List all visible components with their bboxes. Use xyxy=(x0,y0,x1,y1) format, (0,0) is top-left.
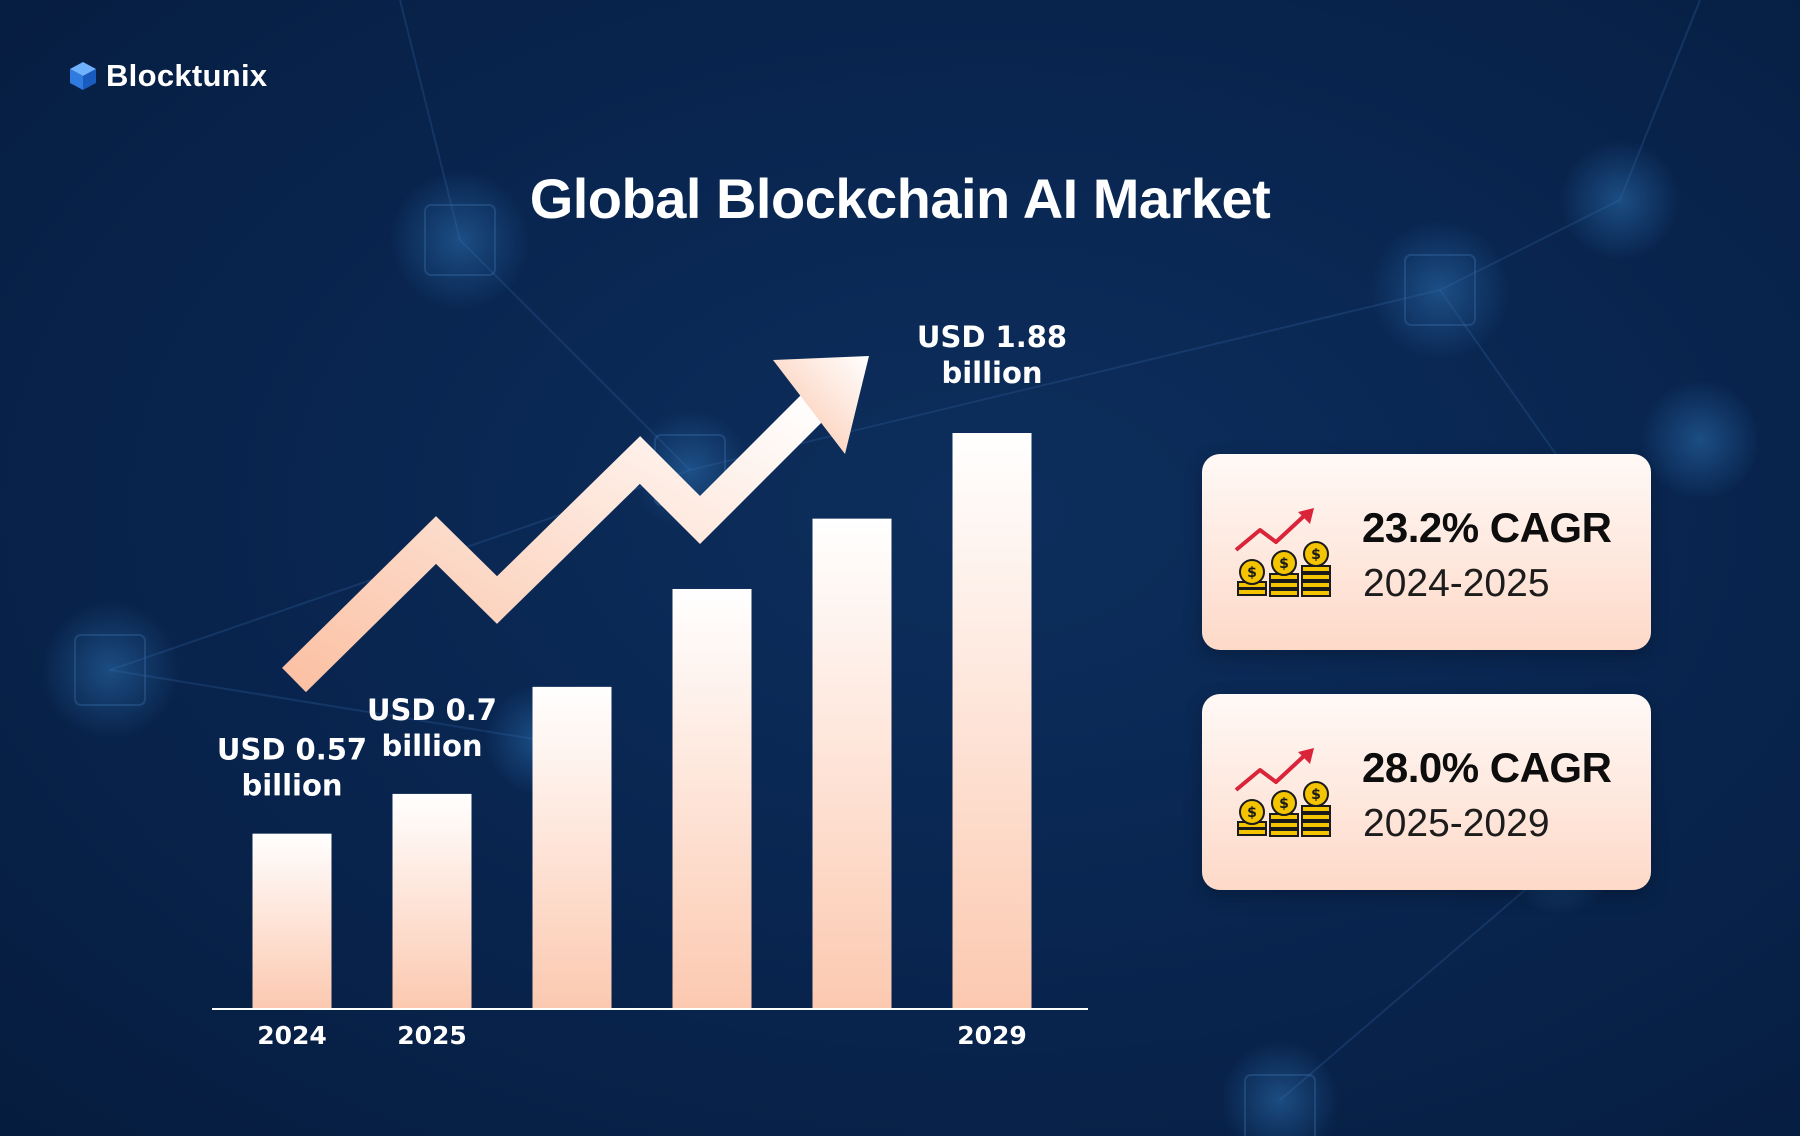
bar-bar3 xyxy=(532,686,612,1008)
svg-text:$: $ xyxy=(1311,787,1321,803)
data-label: USD 0.57 xyxy=(217,733,367,767)
cube-icon xyxy=(70,62,96,90)
x-tick-label: 2024 xyxy=(257,1021,327,1050)
bar-bar5 xyxy=(812,518,892,1008)
page-title: Global Blockchain AI Market xyxy=(529,167,1271,230)
data-label: billion xyxy=(381,729,482,763)
cagr-value: 23.2% CAGR xyxy=(1362,504,1612,551)
bar-2029 xyxy=(952,433,1032,1008)
brand-name: Blocktunix xyxy=(106,58,268,93)
svg-text:$: $ xyxy=(1247,805,1257,821)
x-tick-label: 2029 xyxy=(957,1021,1027,1050)
cagr-period: 2025-2029 xyxy=(1363,802,1550,845)
bar-bar4 xyxy=(672,588,752,1008)
data-label: billion xyxy=(241,769,342,803)
cagr-card-2: $ $ $ 28.0% CAGR 2025-2029 xyxy=(1202,694,1651,890)
cagr-card-1: $ $ $ 23.2% CAGR 2024-2025 xyxy=(1202,454,1651,650)
cagr-period: 2024-2025 xyxy=(1363,562,1550,605)
svg-text:$: $ xyxy=(1247,565,1257,581)
cagr-value: 28.0% CAGR xyxy=(1362,744,1612,791)
trend-arrow xyxy=(282,356,869,693)
svg-text:$: $ xyxy=(1311,547,1321,563)
svg-text:$: $ xyxy=(1279,556,1289,572)
data-label: USD 1.88 xyxy=(917,320,1067,354)
bar-2024 xyxy=(252,833,332,1008)
svg-text:$: $ xyxy=(1279,796,1289,812)
data-label: billion xyxy=(941,356,1042,390)
data-label: USD 0.7 xyxy=(367,693,497,727)
brand-logo: Blocktunix xyxy=(68,56,267,96)
coins-growth-icon: $ $ $ xyxy=(1234,748,1331,837)
coins-growth-icon: $ $ $ xyxy=(1234,508,1331,597)
x-tick-label: 2025 xyxy=(397,1021,467,1050)
bar-2025 xyxy=(392,793,472,1008)
